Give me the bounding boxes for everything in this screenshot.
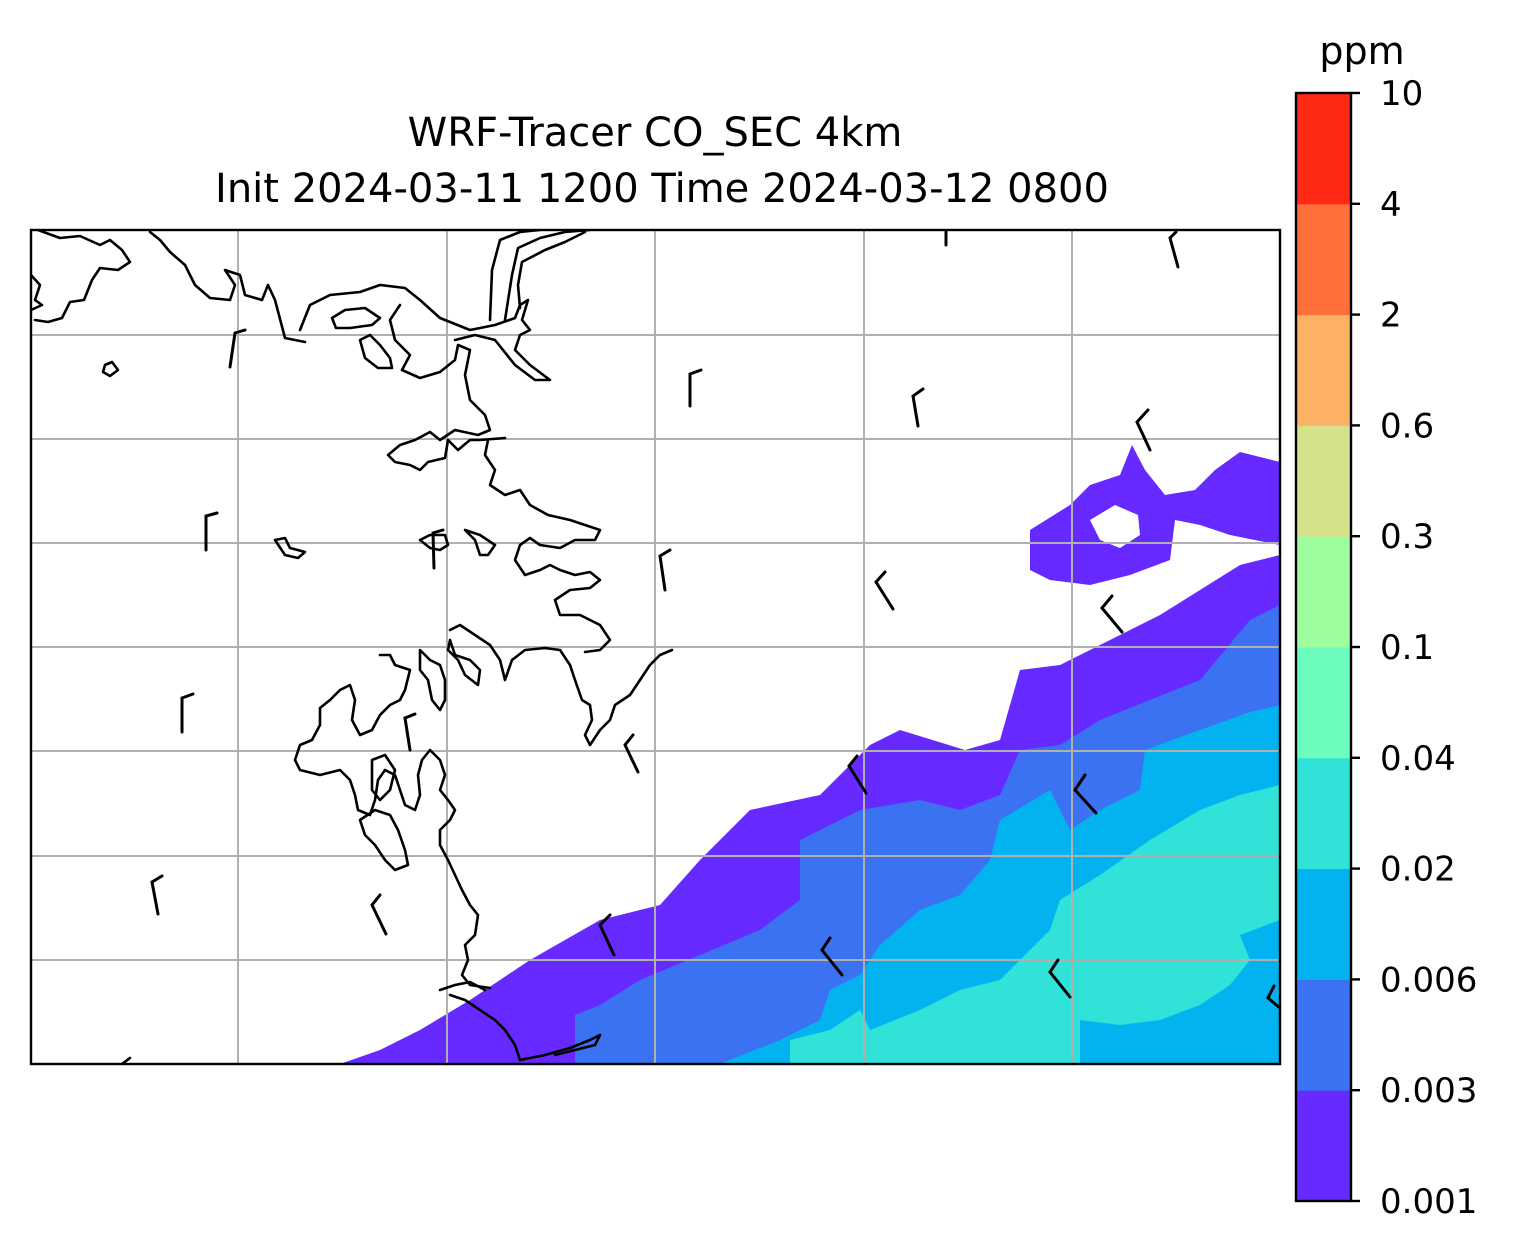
colorbar-band <box>1296 757 1351 870</box>
colorbar-tick-label: 10 <box>1380 74 1423 114</box>
colorbar-tick-label: 0.003 <box>1380 1071 1477 1111</box>
gridlines <box>31 230 1280 1064</box>
contour-band-0001-north <box>1030 445 1280 585</box>
map-title-line1: WRF-Tracer CO_SEC 4km <box>408 110 903 156</box>
colorbar-tick-label: 0.04 <box>1380 739 1456 779</box>
colorbar-bands <box>1296 93 1351 1202</box>
colorbar-tick-label: 4 <box>1380 185 1402 225</box>
colorbar-band <box>1296 203 1351 316</box>
colorbar-tick-label: 0.006 <box>1380 960 1477 1000</box>
colorbar-tick-label: 0.1 <box>1380 628 1434 668</box>
map-panel <box>29 228 1282 1066</box>
colorbar-tick-label: 2 <box>1380 296 1402 336</box>
concentration-field <box>31 230 1280 1064</box>
colorbar-band <box>1296 93 1351 205</box>
colorbar-band <box>1296 1090 1351 1202</box>
colorbar-band <box>1296 314 1351 426</box>
colorbar-tick-label: 0.001 <box>1380 1182 1477 1222</box>
colorbar-unit-label: ppm <box>1319 29 1404 73</box>
colorbar-band <box>1296 868 1351 980</box>
map-title-line2: Init 2024-03-11 1200 Time 2024-03-12 080… <box>215 166 1109 212</box>
colorbar-band <box>1296 647 1351 759</box>
colorbar-band <box>1296 979 1351 1091</box>
colorbar-band <box>1296 536 1351 648</box>
colorbar: 0.001 0.003 0.006 0.02 0.04 0.1 0.3 0.6 2 4 10 ppm <box>1294 29 1477 1222</box>
colorbar-tick-label: 0.6 <box>1380 406 1434 446</box>
colorbar-ticks: 0.001 0.003 0.006 0.02 0.04 0.1 0.3 0.6 2 4 10 <box>1351 74 1477 1222</box>
contour-band-002 <box>790 785 1280 1064</box>
colorbar-tick-label: 0.02 <box>1380 850 1456 890</box>
wind-barbs <box>150 230 1280 1010</box>
colorbar-band <box>1296 425 1351 537</box>
coastlines <box>31 230 674 1064</box>
colorbar-tick-label: 0.3 <box>1380 517 1434 557</box>
